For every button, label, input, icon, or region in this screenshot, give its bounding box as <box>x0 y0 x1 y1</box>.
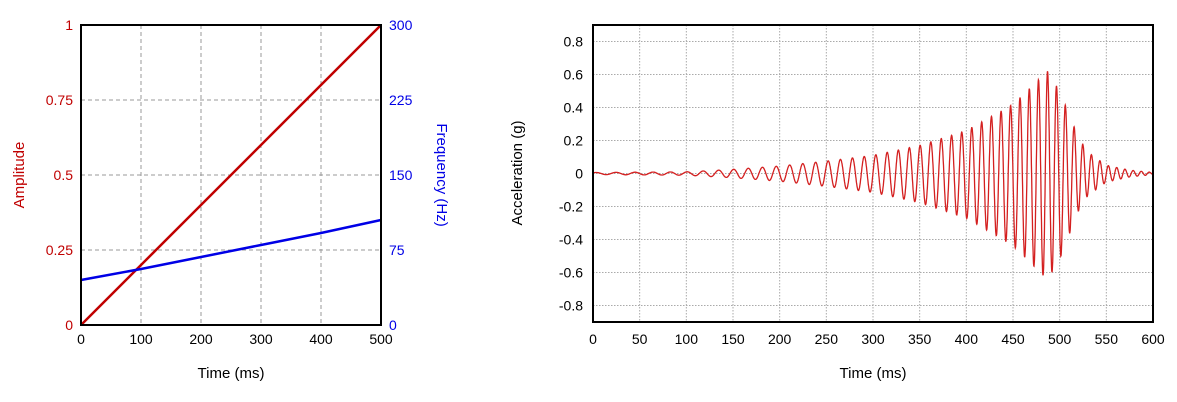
amplitude-line <box>80 24 382 326</box>
right-x-tick-label: 250 <box>815 331 839 347</box>
left-x-tick-label: 0 <box>77 331 85 347</box>
amplitude-tick-label: 0.25 <box>46 242 73 258</box>
right-y-axis-title: Frequency (Hz) <box>433 123 450 226</box>
right-series <box>592 71 1154 276</box>
left-x-tick-label: 100 <box>129 331 153 347</box>
right-x-tick-label: 550 <box>1095 331 1119 347</box>
right-x-tick-label: 450 <box>1001 331 1025 347</box>
right-x-tick-label: 150 <box>721 331 745 347</box>
right-x-tick-label: 50 <box>632 331 648 347</box>
acceleration-tick-label: -0.8 <box>559 298 583 314</box>
right-x-axis-title: Time (ms) <box>840 365 907 382</box>
amplitude-tick-label: 0.5 <box>54 167 74 183</box>
right-x-tick-label: 400 <box>955 331 979 347</box>
frequency-tick-label: 300 <box>389 17 413 33</box>
right-x-tick-label: 350 <box>908 331 932 347</box>
right-x-tick-label: 100 <box>675 331 699 347</box>
acceleration-tick-label: -0.4 <box>559 232 583 248</box>
frequency-tick-label: 225 <box>389 92 413 108</box>
right-x-tick-label: 500 <box>1048 331 1072 347</box>
acceleration-tick-label: -0.6 <box>559 265 583 281</box>
acceleration-y-axis-title: Acceleration (g) <box>509 120 526 225</box>
left-x-tick-label: 400 <box>309 331 333 347</box>
right-x-tick-label: 300 <box>861 331 885 347</box>
acceleration-tick-label: -0.2 <box>559 199 583 215</box>
acceleration-tick-label: 0.2 <box>564 133 584 149</box>
acceleration-tick-label: 0 <box>575 166 583 182</box>
frequency-line <box>80 218 382 282</box>
left-tick-labels: 0 100 200 300 400 50000.250.50.75107515022530… <box>46 17 413 347</box>
left-x-axis-title: Time (ms) <box>198 365 265 382</box>
frequency-tick-label: 75 <box>389 242 405 258</box>
right-plot-frame <box>592 24 1154 323</box>
left-x-tick-label: 500 <box>369 331 393 347</box>
right-x-tick-label: 200 <box>768 331 792 347</box>
amplitude-tick-label: 0.75 <box>46 92 73 108</box>
acceleration-chart: 0 50 100 150 200 250 300 350 400 450 500 550 600 0.8 0… <box>509 24 1165 382</box>
frequency-tick-label: 150 <box>389 167 413 183</box>
amplitude-frequency-chart: 0 100 200 300 400 50000.250.50.75107515022530… <box>11 17 450 382</box>
left-plot-frame <box>80 24 382 326</box>
right-x-tick-label: 600 <box>1141 331 1165 347</box>
acceleration-waveform <box>592 71 1154 276</box>
amplitude-tick-label: 0 <box>65 317 73 333</box>
left-x-tick-label: 200 <box>189 331 213 347</box>
acceleration-tick-label: 0.6 <box>564 67 584 83</box>
acceleration-tick-label: 0.4 <box>564 100 584 116</box>
left-series <box>80 24 382 326</box>
amplitude-tick-label: 1 <box>65 17 73 33</box>
right-tick-labels: 0 50 100 150 200 250 300 350 400 450 500 550 600 0.8 0… <box>559 34 1165 348</box>
left-y-axis-title: Amplitude <box>11 142 28 209</box>
acceleration-tick-label: 0.8 <box>564 34 584 50</box>
left-x-tick-label: 300 <box>249 331 273 347</box>
frequency-tick-label: 0 <box>389 317 397 333</box>
right-x-tick-label: 0 <box>589 331 597 347</box>
